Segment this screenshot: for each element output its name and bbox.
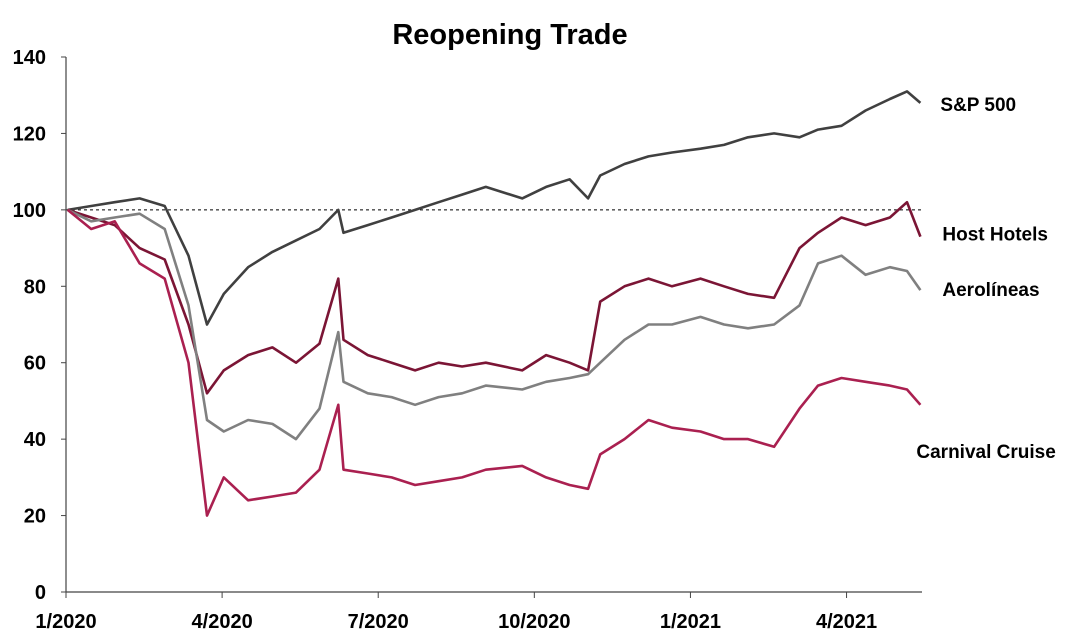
x-tick-label: 1/2020 (35, 611, 96, 633)
series-label-aerol-neas: Aerolíneas (942, 280, 1039, 301)
x-tick-label: 7/2020 (348, 611, 409, 633)
x-tick-label: 4/2020 (192, 611, 253, 633)
series-label-s-p-500: S&P 500 (940, 95, 1016, 116)
x-tick-label: 4/2021 (816, 611, 877, 633)
y-tick-label: 60 (24, 353, 46, 375)
chart-title: Reopening Trade (392, 19, 627, 51)
axis-layer: 0 20 40 60 80 100 120 140 1/2020 4/2020 7/2020 10/2… (13, 47, 922, 633)
y-tick-label: 20 (24, 506, 46, 528)
y-tick-label: 40 (24, 429, 46, 451)
x-tick-label: 1/2021 (660, 611, 721, 633)
y-tick-label: 80 (24, 276, 46, 298)
series-label-carnival-cruise: Carnival Cruise (916, 442, 1055, 463)
y-tick-label: 140 (13, 47, 46, 69)
series-line-s-p-500 (67, 90, 922, 326)
x-tick-label: 10/2020 (498, 611, 570, 633)
y-tick-label: 120 (13, 123, 46, 145)
series-line-host-hotels (67, 200, 922, 395)
series-layer (66, 90, 922, 517)
series-label-host-hotels: Host Hotels (942, 225, 1048, 246)
series-line-carnival-cruise (66, 208, 922, 517)
series-label-layer: S&P 500 Host Hotels Aerolíneas Carnival Cru… (916, 95, 1055, 463)
series-line-aerol-neas (67, 208, 922, 441)
y-tick-label: 100 (13, 200, 46, 222)
y-tick-label: 0 (35, 582, 46, 604)
